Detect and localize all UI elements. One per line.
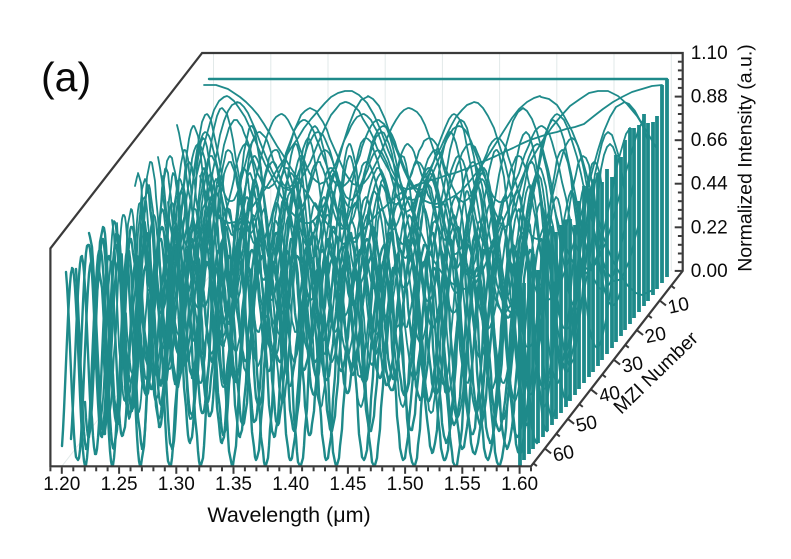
svg-text:(a): (a) [41, 54, 91, 100]
svg-text:1.10: 1.10 [691, 43, 728, 64]
svg-text:40: 40 [597, 382, 622, 407]
svg-text:0.22: 0.22 [691, 217, 728, 238]
svg-text:0.00: 0.00 [691, 261, 728, 282]
svg-text:50: 50 [574, 412, 599, 437]
svg-text:1.50: 1.50 [387, 474, 424, 495]
svg-text:1.45: 1.45 [329, 474, 366, 495]
svg-text:20: 20 [643, 323, 668, 348]
svg-text:1.35: 1.35 [215, 474, 252, 495]
svg-text:0.44: 0.44 [691, 174, 728, 195]
svg-text:1.60: 1.60 [501, 474, 538, 495]
svg-text:60: 60 [551, 442, 576, 467]
svg-text:30: 30 [620, 353, 645, 378]
svg-text:10: 10 [666, 294, 691, 319]
svg-text:1.55: 1.55 [444, 474, 481, 495]
svg-text:0.66: 0.66 [691, 130, 728, 151]
svg-text:0.88: 0.88 [691, 87, 728, 108]
svg-text:1.30: 1.30 [158, 474, 195, 495]
svg-text:Normalized Intensity (a.u.): Normalized Intensity (a.u.) [735, 44, 757, 272]
svg-text:1.25: 1.25 [101, 474, 138, 495]
svg-text:1.20: 1.20 [43, 474, 80, 495]
svg-text:Wavelength (μm): Wavelength (μm) [207, 503, 370, 527]
svg-text:1.40: 1.40 [272, 474, 309, 495]
